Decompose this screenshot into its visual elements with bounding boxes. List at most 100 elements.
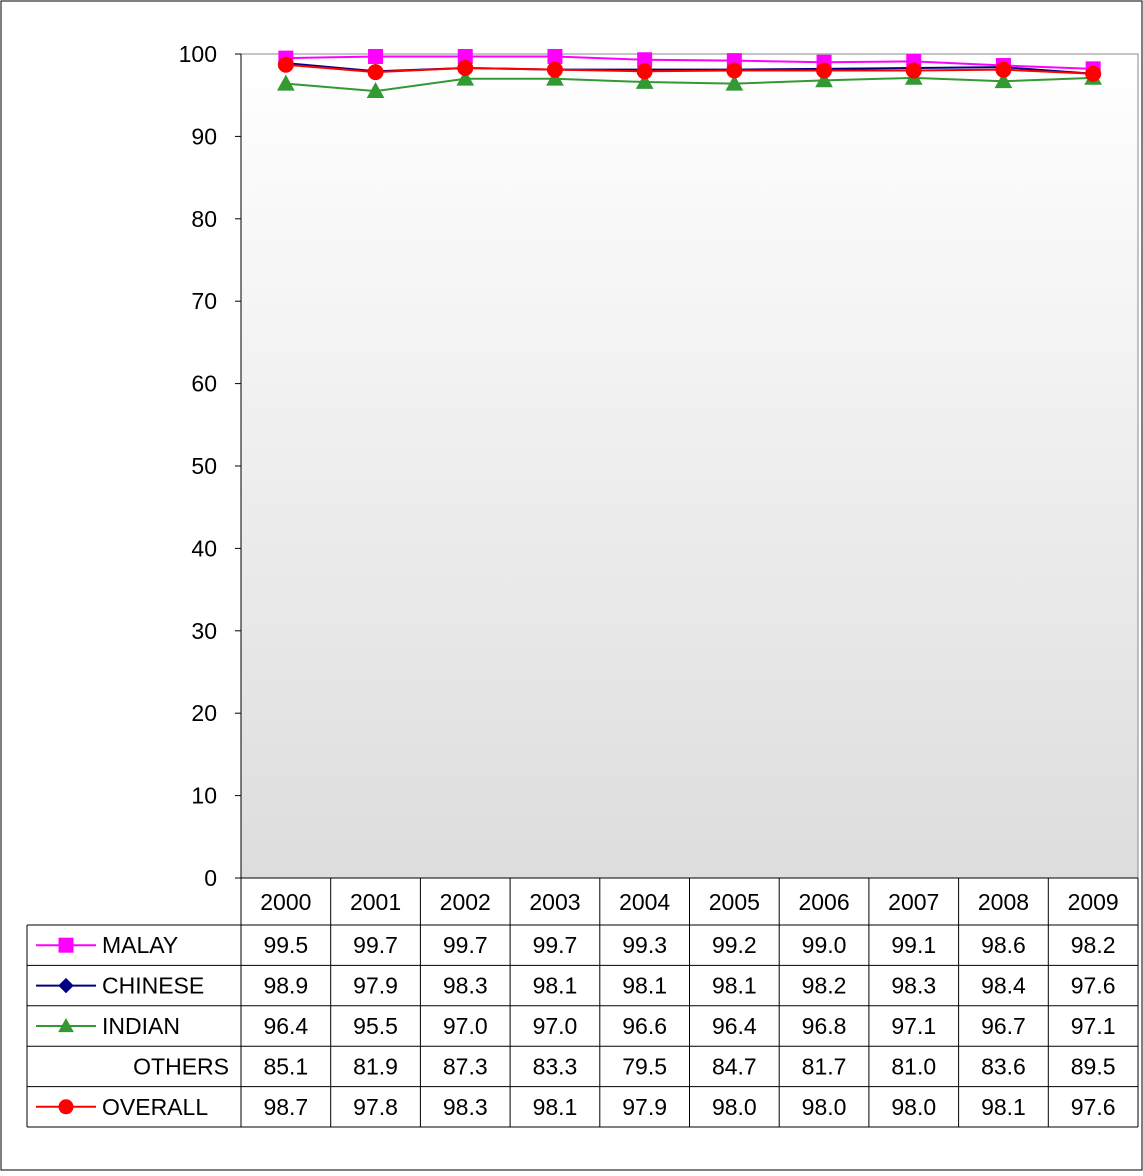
y-tick-label: 50 — [191, 453, 217, 479]
x-category-label: 2005 — [709, 889, 760, 915]
data-table-cell: 97.0 — [533, 1013, 578, 1039]
data-point — [815, 71, 833, 88]
y-tick-label: 70 — [191, 288, 217, 314]
data-table-cell: 98.3 — [443, 973, 488, 999]
data-table-cell: 97.8 — [353, 1094, 398, 1120]
data-point — [368, 48, 384, 64]
data-table-cell: 96.6 — [622, 1013, 667, 1039]
data-point — [546, 61, 563, 78]
data-table-cell: 99.7 — [443, 932, 488, 958]
data-table-cell: 99.1 — [891, 932, 936, 958]
data-table-cell: 96.7 — [981, 1013, 1026, 1039]
data-table-cell: 96.8 — [802, 1013, 847, 1039]
data-table-cell: 99.0 — [802, 932, 847, 958]
y-tick-label: 20 — [191, 700, 217, 726]
data-point — [547, 48, 563, 64]
y-tick-label: 10 — [191, 783, 217, 809]
plot-area — [240, 53, 1139, 879]
y-axis: 0 10 20 30 40 50 60 70 80 90 100 — [179, 41, 242, 891]
legend-marker — [58, 977, 74, 994]
legend-series-name: INDIAN — [102, 1013, 180, 1039]
data-table-cell: 81.7 — [802, 1053, 847, 1079]
data-table-cell: 98.0 — [712, 1094, 757, 1120]
data-point — [725, 74, 744, 91]
x-category-label: 2008 — [978, 889, 1029, 915]
data-point — [367, 64, 384, 81]
data-table-cell: 83.3 — [533, 1053, 578, 1079]
legend-series-name: CHINESE — [102, 973, 204, 999]
data-point — [636, 63, 653, 80]
data-table-cell: 98.1 — [712, 973, 757, 999]
data-table-cell: 98.3 — [443, 1094, 488, 1120]
data-table-cell: 81.9 — [353, 1053, 398, 1079]
y-tick-label: 30 — [191, 618, 217, 644]
y-tick-label: 0 — [204, 865, 217, 891]
x-category-label: 2000 — [260, 889, 311, 915]
data-table-cell: 97.1 — [891, 1013, 936, 1039]
x-category-label: 2009 — [1068, 889, 1119, 915]
data-table-cell: 98.9 — [263, 973, 308, 999]
series-line — [285, 63, 1094, 75]
data-table-cell: 89.5 — [1071, 1053, 1116, 1079]
data-table-cell: 99.3 — [622, 932, 667, 958]
x-category-label: 2001 — [350, 889, 401, 915]
series-line — [285, 55, 1094, 70]
y-tick-label: 60 — [191, 371, 217, 397]
data-point — [1085, 65, 1102, 82]
data-point — [994, 72, 1013, 89]
data-point — [995, 61, 1012, 78]
data-table-cell: 84.7 — [712, 1053, 757, 1079]
data-table-cell: 96.4 — [263, 1013, 308, 1039]
data-table-cell: 97.1 — [1071, 1013, 1116, 1039]
series-line — [285, 76, 1094, 93]
data-table-cell: 98.0 — [891, 1094, 936, 1120]
data-table-cell: 98.2 — [802, 973, 847, 999]
data-point — [905, 62, 922, 79]
data-table-cell: 98.1 — [981, 1094, 1026, 1120]
x-category-label: 2007 — [888, 889, 939, 915]
x-category-label: 2003 — [529, 889, 580, 915]
y-tick-label: 80 — [191, 206, 217, 232]
data-table-cell: 99.7 — [353, 932, 398, 958]
data-table-cell: 97.9 — [622, 1094, 667, 1120]
y-tick-label: 90 — [191, 123, 217, 149]
data-table-cell: 98.4 — [981, 973, 1026, 999]
data-table-cell: 99.2 — [712, 932, 757, 958]
legend-series-name: OVERALL — [102, 1094, 208, 1120]
data-point — [546, 69, 564, 86]
data-table-cell: 97.6 — [1071, 973, 1116, 999]
data-table-cell: 98.0 — [802, 1094, 847, 1120]
data-point — [277, 56, 294, 73]
x-category-label: 2006 — [798, 889, 849, 915]
data-table-cell: 97.6 — [1071, 1094, 1116, 1120]
data-table-cell: 98.2 — [1071, 932, 1116, 958]
data-table-cell: 97.0 — [443, 1013, 488, 1039]
data-point — [456, 69, 475, 86]
series-lines — [277, 48, 1102, 98]
data-table-cell: 81.0 — [891, 1053, 936, 1079]
data-table-cell: 95.5 — [353, 1013, 398, 1039]
data-point — [277, 74, 295, 91]
data-table-cell: 98.3 — [891, 973, 936, 999]
data-table-cell: 79.5 — [622, 1053, 667, 1079]
legend-marker — [58, 1017, 74, 1033]
x-category-label: 2004 — [619, 889, 670, 915]
data-table-cell: 98.1 — [533, 1094, 578, 1120]
data-table-cell: 96.4 — [712, 1013, 757, 1039]
data-table-cell: 98.1 — [622, 973, 667, 999]
data-table-cell: 98.7 — [263, 1094, 308, 1120]
data-point — [457, 60, 474, 77]
y-tick-label: 100 — [179, 41, 217, 67]
legend-marker — [58, 937, 74, 953]
data-point — [635, 72, 654, 89]
data-table-cell: 98.6 — [981, 932, 1026, 958]
data-table-cell: 85.1 — [263, 1053, 308, 1079]
data-point — [816, 62, 833, 79]
legend-marker — [58, 1099, 74, 1115]
data-point — [366, 82, 385, 98]
data-table-cell: 87.3 — [443, 1053, 488, 1079]
data-table-cell: 97.9 — [353, 973, 398, 999]
data-point — [726, 62, 743, 79]
